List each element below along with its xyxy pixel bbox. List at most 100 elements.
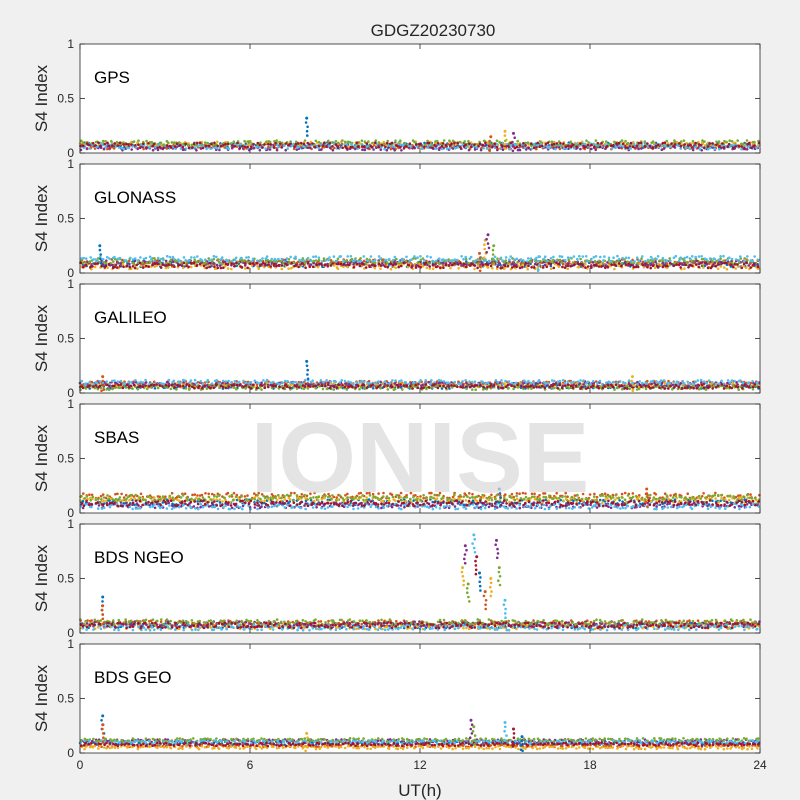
data-point xyxy=(442,258,445,261)
data-point xyxy=(317,383,320,386)
data-point xyxy=(729,263,733,266)
data-point xyxy=(208,265,211,269)
data-point xyxy=(345,388,349,391)
data-point xyxy=(251,257,255,261)
data-point xyxy=(725,267,729,271)
data-point xyxy=(429,255,433,259)
data-point xyxy=(527,264,530,268)
data-point xyxy=(569,256,572,260)
data-point xyxy=(119,379,123,383)
data-point xyxy=(640,255,644,258)
data-point xyxy=(265,378,269,382)
data-point xyxy=(453,262,456,265)
data-point xyxy=(374,141,377,144)
data-point xyxy=(88,260,91,264)
data-point xyxy=(332,255,336,258)
data-point xyxy=(167,382,171,386)
data-point xyxy=(607,256,611,260)
data-point xyxy=(461,380,464,383)
data-point xyxy=(617,146,621,149)
data-point xyxy=(118,256,122,260)
data-point xyxy=(580,263,584,266)
data-point xyxy=(164,383,168,387)
data-point xyxy=(225,146,228,150)
data-point xyxy=(175,142,179,146)
data-point xyxy=(231,144,234,147)
data-point xyxy=(444,144,448,147)
data-point xyxy=(558,254,562,258)
data-point xyxy=(414,266,418,269)
data-point xyxy=(696,379,700,382)
data-point xyxy=(217,260,221,264)
data-point xyxy=(294,264,298,267)
panel-points xyxy=(78,116,761,153)
data-point xyxy=(84,382,88,385)
data-point xyxy=(267,385,270,389)
data-point xyxy=(697,387,701,391)
data-point xyxy=(539,259,542,263)
data-point xyxy=(267,263,270,266)
data-point xyxy=(421,265,425,268)
data-point xyxy=(447,381,450,385)
data-point xyxy=(317,144,321,148)
data-point xyxy=(233,145,237,148)
data-point xyxy=(440,145,444,148)
data-point xyxy=(248,262,252,266)
data-point xyxy=(379,387,382,390)
data-point xyxy=(453,258,457,262)
data-point xyxy=(720,146,723,150)
data-point xyxy=(638,380,641,383)
data-point xyxy=(195,149,198,152)
data-point xyxy=(522,259,525,262)
data-point xyxy=(471,380,474,384)
data-point xyxy=(81,266,85,269)
data-point xyxy=(202,264,206,268)
burst-point xyxy=(98,244,102,248)
data-point xyxy=(464,255,468,259)
data-point xyxy=(315,263,319,267)
data-point xyxy=(256,264,259,268)
data-point xyxy=(595,264,598,267)
data-point xyxy=(284,379,287,383)
data-point xyxy=(325,145,328,148)
data-point xyxy=(147,265,150,269)
data-point xyxy=(419,254,422,258)
burst-point xyxy=(483,243,486,246)
data-point xyxy=(92,385,95,388)
data-point xyxy=(365,142,369,145)
data-point xyxy=(178,259,181,263)
data-point xyxy=(536,143,540,147)
data-point xyxy=(584,254,588,258)
data-point xyxy=(219,144,223,148)
data-point xyxy=(459,382,463,385)
data-point xyxy=(329,264,333,267)
data-point xyxy=(635,256,639,260)
data-point xyxy=(516,139,519,143)
data-point xyxy=(717,140,721,143)
data-point xyxy=(85,147,89,150)
data-point xyxy=(419,379,422,382)
data-point xyxy=(428,265,432,268)
data-point xyxy=(637,259,641,263)
data-point xyxy=(711,144,715,148)
data-point xyxy=(442,139,446,142)
data-point xyxy=(644,259,647,263)
data-point xyxy=(541,266,545,269)
data-point xyxy=(269,265,273,268)
data-point xyxy=(734,145,737,148)
data-point xyxy=(479,148,483,152)
data-point xyxy=(82,256,85,260)
data-point xyxy=(673,381,676,384)
data-point xyxy=(181,148,185,151)
data-point xyxy=(240,256,243,260)
data-point xyxy=(753,262,756,265)
data-point xyxy=(361,148,364,151)
data-point xyxy=(303,385,307,388)
data-point xyxy=(474,388,478,392)
data-point xyxy=(563,266,567,269)
data-point xyxy=(320,260,324,263)
data-point xyxy=(363,140,367,143)
data-point xyxy=(334,380,338,384)
data-point xyxy=(130,148,133,151)
data-point xyxy=(388,381,392,385)
